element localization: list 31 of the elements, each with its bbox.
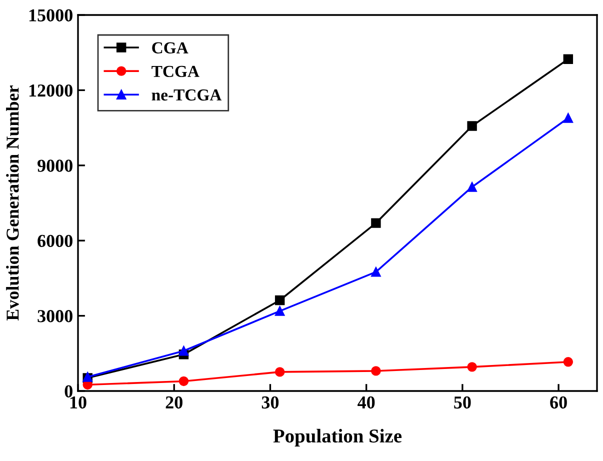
x-axis-title: Population Size xyxy=(273,428,402,447)
point xyxy=(371,366,381,376)
legend-label: TCGA xyxy=(152,66,200,78)
point xyxy=(371,218,381,228)
y-tick-label: 3000 xyxy=(38,310,72,322)
x-tick-label: 20 xyxy=(166,396,182,409)
point xyxy=(371,267,381,277)
y-axis-title: Evolution Generation Number xyxy=(6,86,19,321)
point xyxy=(563,113,574,123)
x-tick-label: 10 xyxy=(70,396,86,409)
x-tick-label: 50 xyxy=(454,396,471,409)
y-tick-label: 12000 xyxy=(29,84,72,97)
point xyxy=(467,362,477,372)
y-tick-label: 6000 xyxy=(38,234,72,248)
y-tick-label: 9000 xyxy=(38,160,72,172)
point xyxy=(274,367,285,377)
point xyxy=(563,54,574,64)
x-tick-label: 60 xyxy=(550,396,567,409)
legend-label: CGA xyxy=(152,42,188,54)
point xyxy=(467,182,477,192)
legend-label: ne-TCGA xyxy=(152,89,222,101)
point xyxy=(178,346,189,356)
point xyxy=(467,121,477,131)
point xyxy=(563,357,574,367)
point xyxy=(178,376,189,386)
x-tick-label: 30 xyxy=(262,396,279,409)
y-tick-label: 0 xyxy=(64,385,72,398)
y-tick-label: 15000 xyxy=(29,9,72,22)
x-tick-label: 40 xyxy=(358,396,375,409)
point xyxy=(274,306,285,316)
point xyxy=(274,295,285,306)
